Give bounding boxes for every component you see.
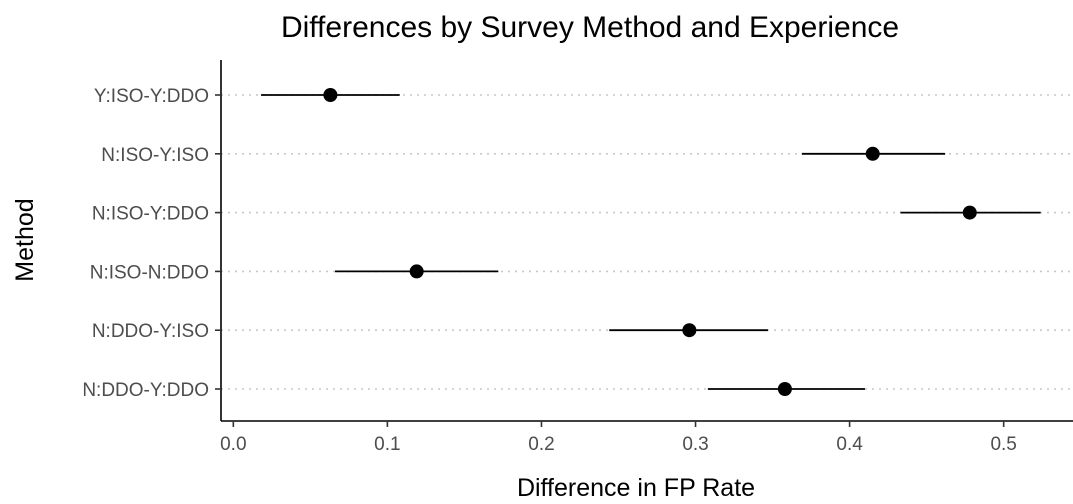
chart-title: Differences by Survey Method and Experie… xyxy=(281,11,899,44)
point-estimates xyxy=(323,88,977,396)
point-estimate xyxy=(323,88,338,102)
y-axis-ticks: Y:ISO-Y:DDO N:ISO-Y:ISO N:ISO-Y:DDO N:ISO-N… xyxy=(82,86,221,401)
x-tick-label: 0.4 xyxy=(836,434,863,455)
x-tick-label: 0.5 xyxy=(990,434,1016,455)
confidence-intervals xyxy=(261,94,1041,390)
point-estimate xyxy=(682,323,697,338)
x-axis-title: Difference in FP Rate xyxy=(517,474,755,502)
point-estimate xyxy=(409,264,424,279)
x-tick-label: 0.0 xyxy=(220,434,246,455)
x-axis-ticks: 0.0 0.1 0.2 0.3 0.4 0.5 xyxy=(220,421,1017,455)
y-tick-label: N:ISO-Y:ISO xyxy=(101,145,209,166)
x-tick-label: 0.2 xyxy=(528,434,554,455)
point-estimate xyxy=(865,146,880,161)
y-tick-label: N:ISO-Y:DDO xyxy=(92,204,209,225)
y-tick-label: Y:ISO-Y:DDO xyxy=(94,86,209,107)
y-tick-label: N:ISO-N:DDO xyxy=(90,262,209,283)
x-tick-label: 0.1 xyxy=(374,434,400,455)
y-tick-label: N:DDO-Y:ISO xyxy=(92,321,209,342)
y-axis-title: Method xyxy=(11,198,39,281)
point-estimate xyxy=(777,382,792,396)
grid-lines xyxy=(221,94,1073,390)
x-tick-label: 0.3 xyxy=(682,434,708,455)
point-estimate xyxy=(962,205,977,220)
y-tick-label: N:DDO-Y:DDO xyxy=(82,380,209,401)
